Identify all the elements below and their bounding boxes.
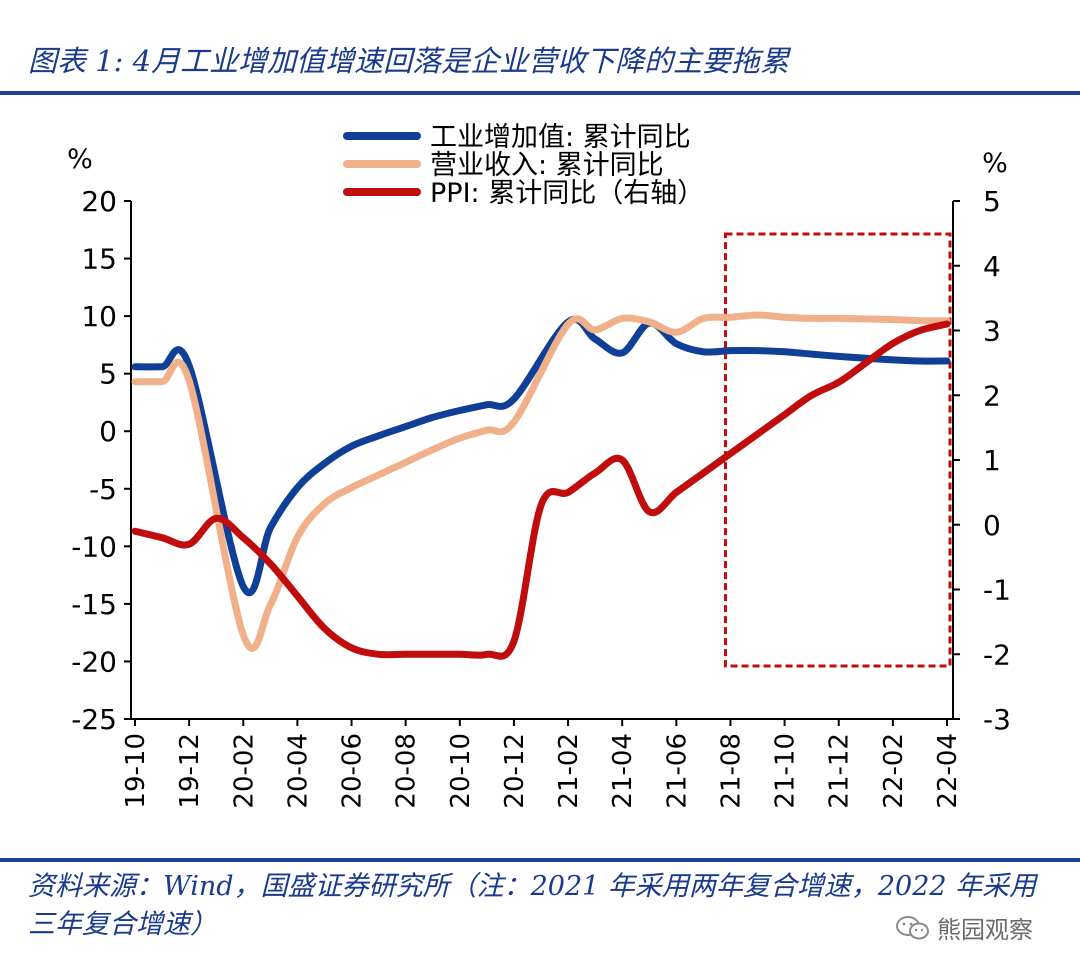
x-tick-label: 20-04 <box>283 733 313 809</box>
y-right-tick-label: -3 <box>983 703 1011 736</box>
y-right-tick-label: 4 <box>983 250 1001 283</box>
y-left-tick-label: 20 <box>81 185 117 218</box>
y-right-tick-label: 5 <box>983 185 1001 218</box>
page-title: 图表 1: 4月工业增加值增速回落是企业营收下降的主要拖累 <box>28 44 790 78</box>
wechat-icon <box>896 915 929 939</box>
x-tick-label: 20-02 <box>229 733 259 809</box>
x-tick-label: 21-06 <box>662 733 692 809</box>
legend-label-2: 营业收入: 累计同比 <box>430 150 664 181</box>
series-line-1 <box>131 316 951 597</box>
y-left-tick-label: 15 <box>81 243 117 276</box>
series-line-2 <box>131 311 951 652</box>
y-axis-left-unit: % <box>67 144 93 175</box>
y-right-tick-label: 1 <box>983 444 1001 477</box>
x-tick-label: 21-10 <box>771 733 801 809</box>
x-tick-label: 20-10 <box>446 733 476 809</box>
series-line-3 <box>131 320 951 660</box>
x-tick-label: 21-08 <box>716 733 746 809</box>
y-left-tick-label: -25 <box>71 703 117 736</box>
y-left-tick-label: 5 <box>99 358 117 391</box>
y-right-tick-label: 0 <box>983 509 1001 542</box>
x-tick-label: 21-04 <box>608 733 638 809</box>
legend-label-3: PPI: 累计同比（右轴） <box>430 178 704 209</box>
x-tick-label: 22-02 <box>879 733 909 809</box>
y-axis-right-unit: % <box>982 148 1008 179</box>
y-left-tick-label: 10 <box>81 300 117 333</box>
y-left-tick-label: -10 <box>71 530 117 563</box>
top-divider <box>0 91 1080 95</box>
legend-label-1: 工业增加值: 累计同比 <box>430 122 691 153</box>
y-right-tick-label: 3 <box>983 315 1001 348</box>
highlight-box <box>723 232 952 668</box>
y-left-tick-label: -5 <box>89 473 117 506</box>
y-left-tick-label: -15 <box>71 588 117 621</box>
x-tick-label: 20-06 <box>338 733 368 809</box>
x-tick-label: 21-02 <box>554 733 584 809</box>
watermark: 熊园观察 <box>895 910 1033 945</box>
x-tick-label: 20-12 <box>500 733 530 809</box>
y-right-tick-label: 2 <box>983 379 1001 412</box>
line-chart: % %20151050-5-10-15-20-25543210-1-2-319-1… <box>67 122 1011 809</box>
x-tick-label: 20-08 <box>392 733 422 809</box>
source-note: 资料来源：Wind，国盛证券研究所（注：2021 年采用两年复合增速，2022 … <box>28 871 1037 940</box>
y-right-tick-label: -2 <box>983 638 1011 671</box>
x-tick-label: 21-12 <box>825 733 855 809</box>
y-left-tick-label: 0 <box>99 415 117 448</box>
x-tick-label: 19-12 <box>175 733 205 809</box>
x-tick-label: 22-04 <box>933 733 963 809</box>
y-left-tick-label: -20 <box>71 645 117 678</box>
y-right-tick-label: -1 <box>983 574 1011 607</box>
bottom-divider <box>0 858 1080 862</box>
x-tick-label: 19-10 <box>121 733 151 809</box>
watermark-text: 熊园观察 <box>937 916 1033 944</box>
